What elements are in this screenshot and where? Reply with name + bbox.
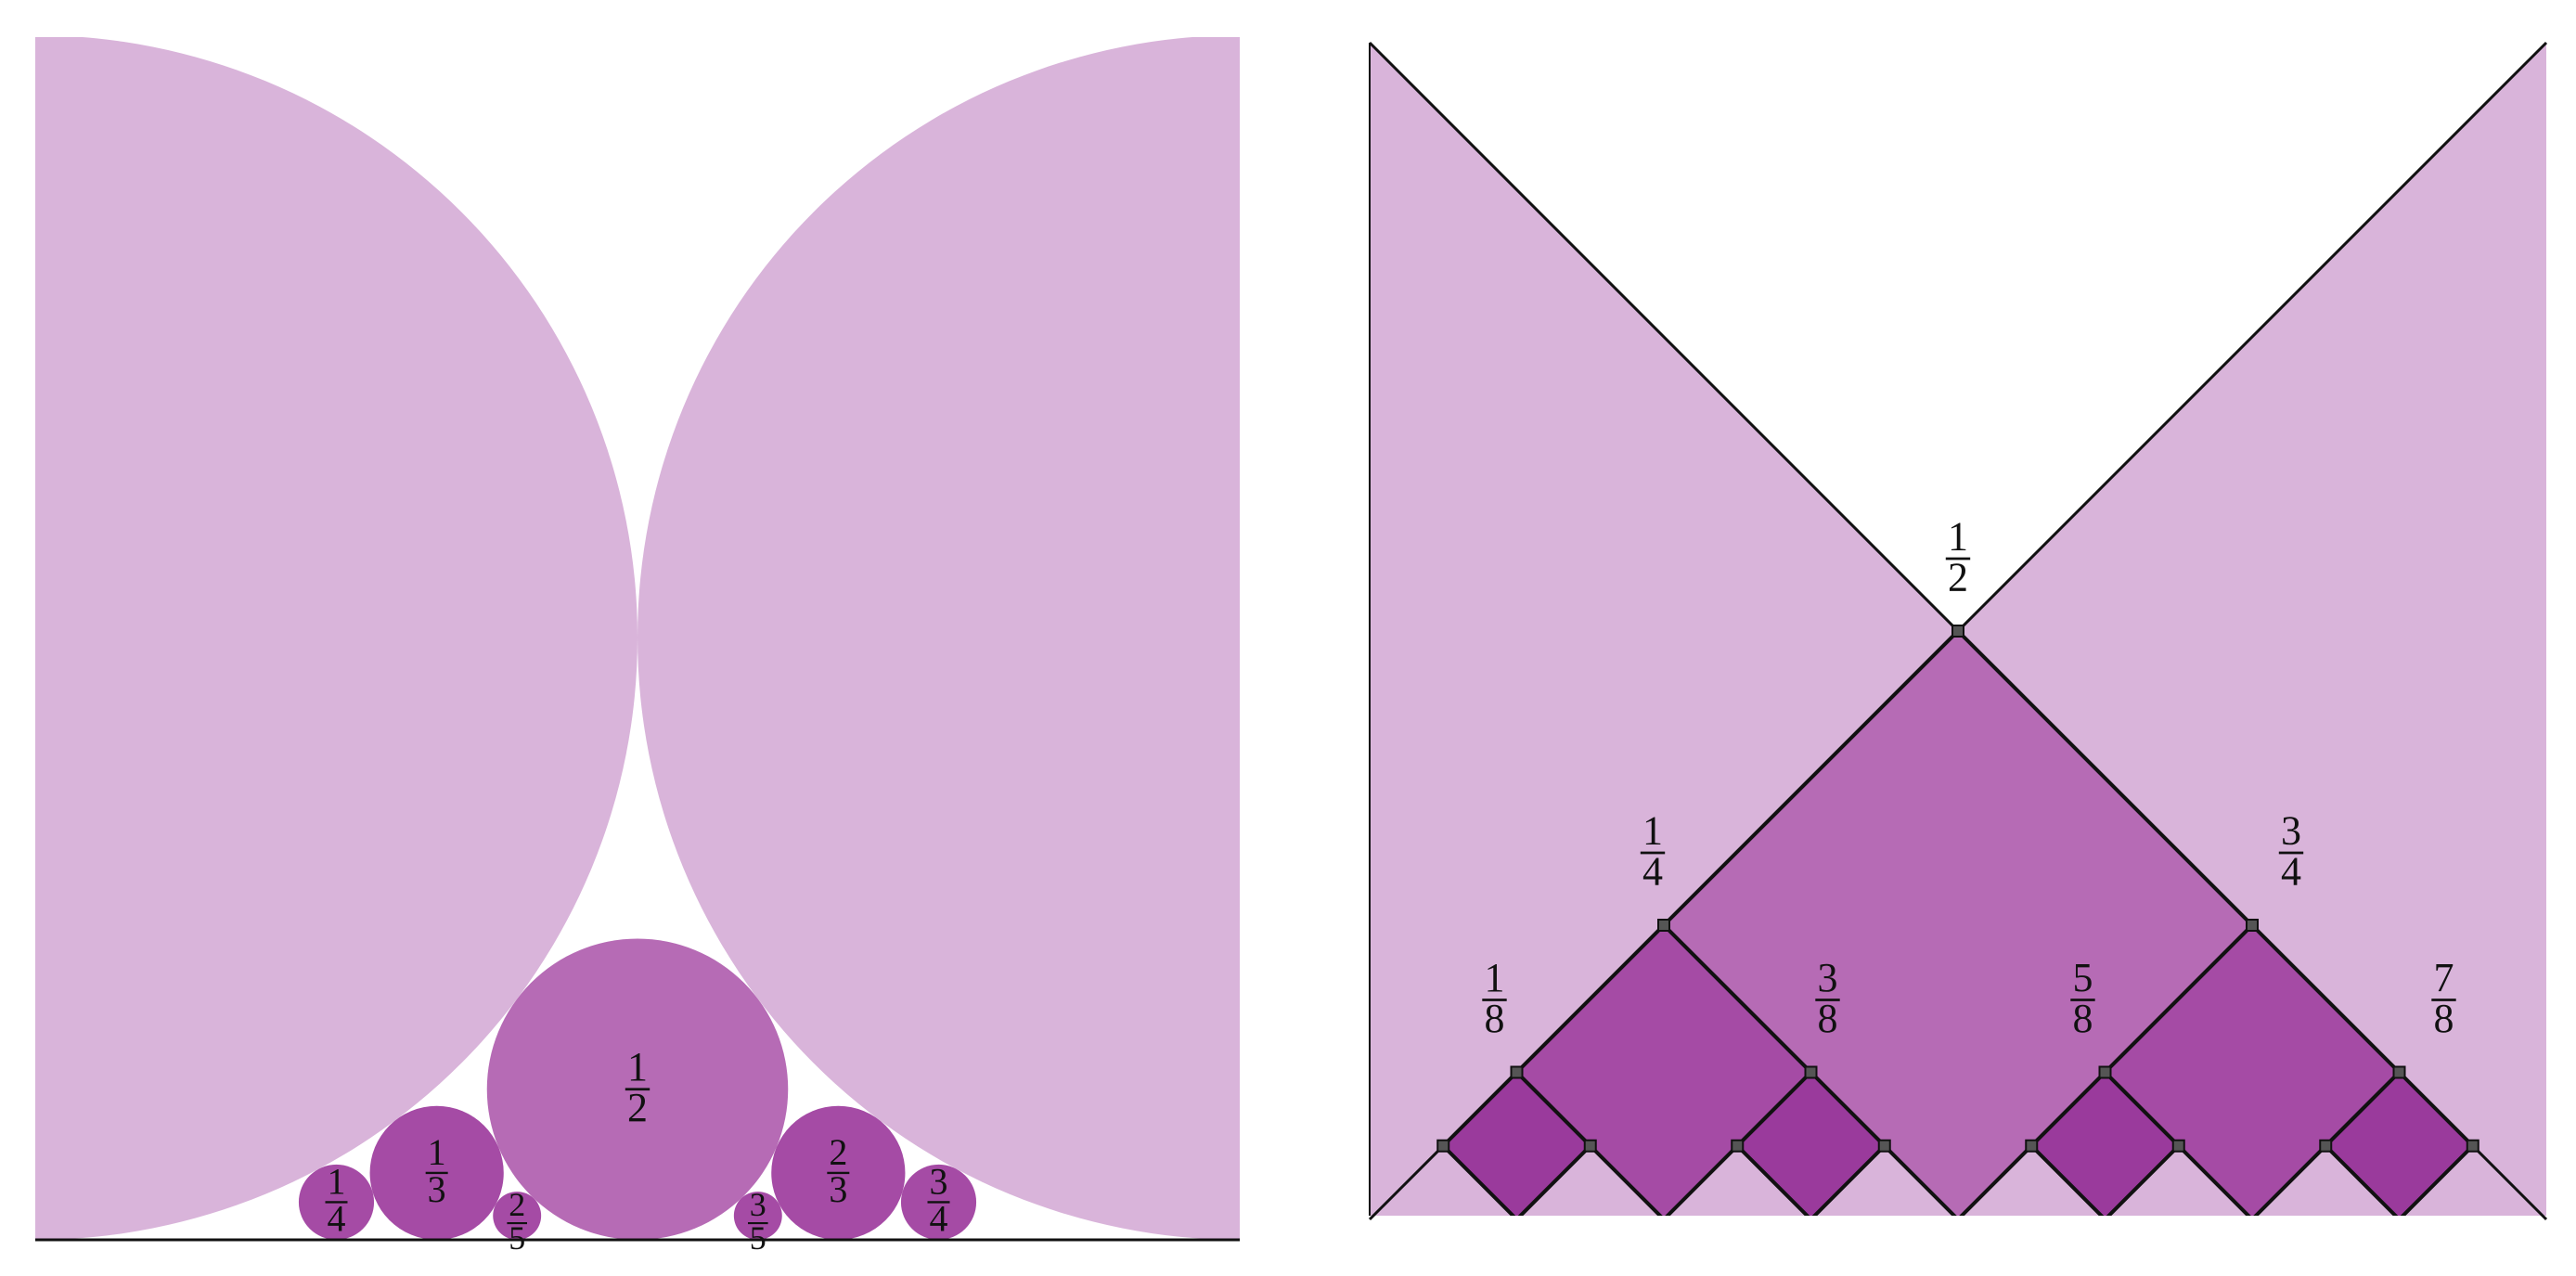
vertex-dot [1877, 1139, 1891, 1153]
circle-3-5-label-denominator: 5 [750, 1219, 766, 1257]
vertex-dot [2466, 1139, 2479, 1153]
vertex-dot [1583, 1139, 1597, 1153]
circle-3-5-label: 35 [748, 1186, 768, 1257]
left-large-circle [35, 37, 638, 1240]
vertex-dot [2246, 919, 2259, 932]
circle-1-4-label: 14 [325, 1161, 348, 1240]
node-1-4-label-numerator: 1 [1642, 807, 1663, 853]
node-5-8-label-denominator: 8 [2073, 996, 2093, 1041]
node-7-8-label: 78 [2431, 955, 2456, 1041]
node-1-2-label: 12 [1945, 513, 1971, 599]
node-1-8-label: 18 [1482, 955, 1507, 1041]
circle-1-3-label: 13 [425, 1131, 448, 1210]
node-1-8-label-denominator: 8 [1485, 996, 1505, 1041]
circle-2-5 [493, 1192, 542, 1240]
node-3-4-label-denominator: 4 [2281, 848, 2301, 894]
node-1-4-label-denominator: 4 [1642, 848, 1663, 894]
circle-2-3-label-numerator: 2 [829, 1131, 847, 1173]
node-1-4-label: 14 [1640, 807, 1666, 894]
vertex-dot [1436, 1139, 1450, 1153]
circle-3-5 [733, 1192, 782, 1240]
vertex-dot [1804, 1065, 1818, 1079]
node-1-2-label-numerator: 1 [1948, 513, 1968, 559]
circle-1-2-label-denominator: 2 [627, 1085, 648, 1130]
vertex-dot [2392, 1065, 2406, 1079]
vertex-dot [2025, 1139, 2039, 1153]
node-3-4-label: 34 [2278, 807, 2304, 894]
vertex-dot [1951, 625, 1964, 638]
vertex-dot [2319, 1139, 2333, 1153]
circle-1-2-label-numerator: 1 [627, 1044, 648, 1089]
circle-2-5-label-denominator: 5 [509, 1219, 525, 1257]
node-1-8-label-numerator: 1 [1485, 955, 1505, 1000]
node-3-8-label-numerator: 3 [1818, 955, 1838, 1000]
circle-1-4-label-numerator: 1 [328, 1161, 346, 1203]
circle-3-4-label-denominator: 4 [930, 1198, 948, 1240]
vertex-dot [2098, 1065, 2112, 1079]
circle-2-5-label: 25 [507, 1186, 527, 1257]
circle-3-5-label-numerator: 3 [750, 1186, 766, 1223]
node-7-8-label-denominator: 8 [2434, 996, 2454, 1041]
vertex-dot [1657, 919, 1670, 932]
node-1-2-label-denominator: 2 [1948, 554, 1968, 599]
circle-1-3-label-denominator: 3 [428, 1168, 446, 1210]
circle-2-5-label-numerator: 2 [509, 1186, 525, 1223]
node-5-8-label-numerator: 5 [2073, 955, 2093, 1000]
bottom-mask [1366, 1216, 2550, 1276]
vertex-dot [1510, 1065, 1524, 1079]
node-3-8-label-denominator: 8 [1818, 996, 1838, 1041]
circle-3-4-label: 34 [927, 1161, 950, 1240]
circle-1-3-label-numerator: 1 [428, 1131, 446, 1173]
right-large-circle [638, 37, 1240, 1240]
circle-1-4-label-denominator: 4 [328, 1198, 346, 1240]
node-5-8-label: 58 [2070, 955, 2095, 1041]
node-7-8-label-numerator: 7 [2434, 955, 2454, 1000]
circle-3-4-label-numerator: 3 [930, 1161, 948, 1203]
node-3-8-label: 38 [1815, 955, 1840, 1041]
circle-1-2-label: 12 [625, 1044, 650, 1130]
vertex-dot [2171, 1139, 2185, 1153]
circle-2-3-label: 23 [827, 1131, 850, 1210]
node-3-4-label-numerator: 3 [2281, 807, 2301, 853]
circle-2-3-label-denominator: 3 [829, 1168, 847, 1210]
vertex-dot [1731, 1139, 1745, 1153]
